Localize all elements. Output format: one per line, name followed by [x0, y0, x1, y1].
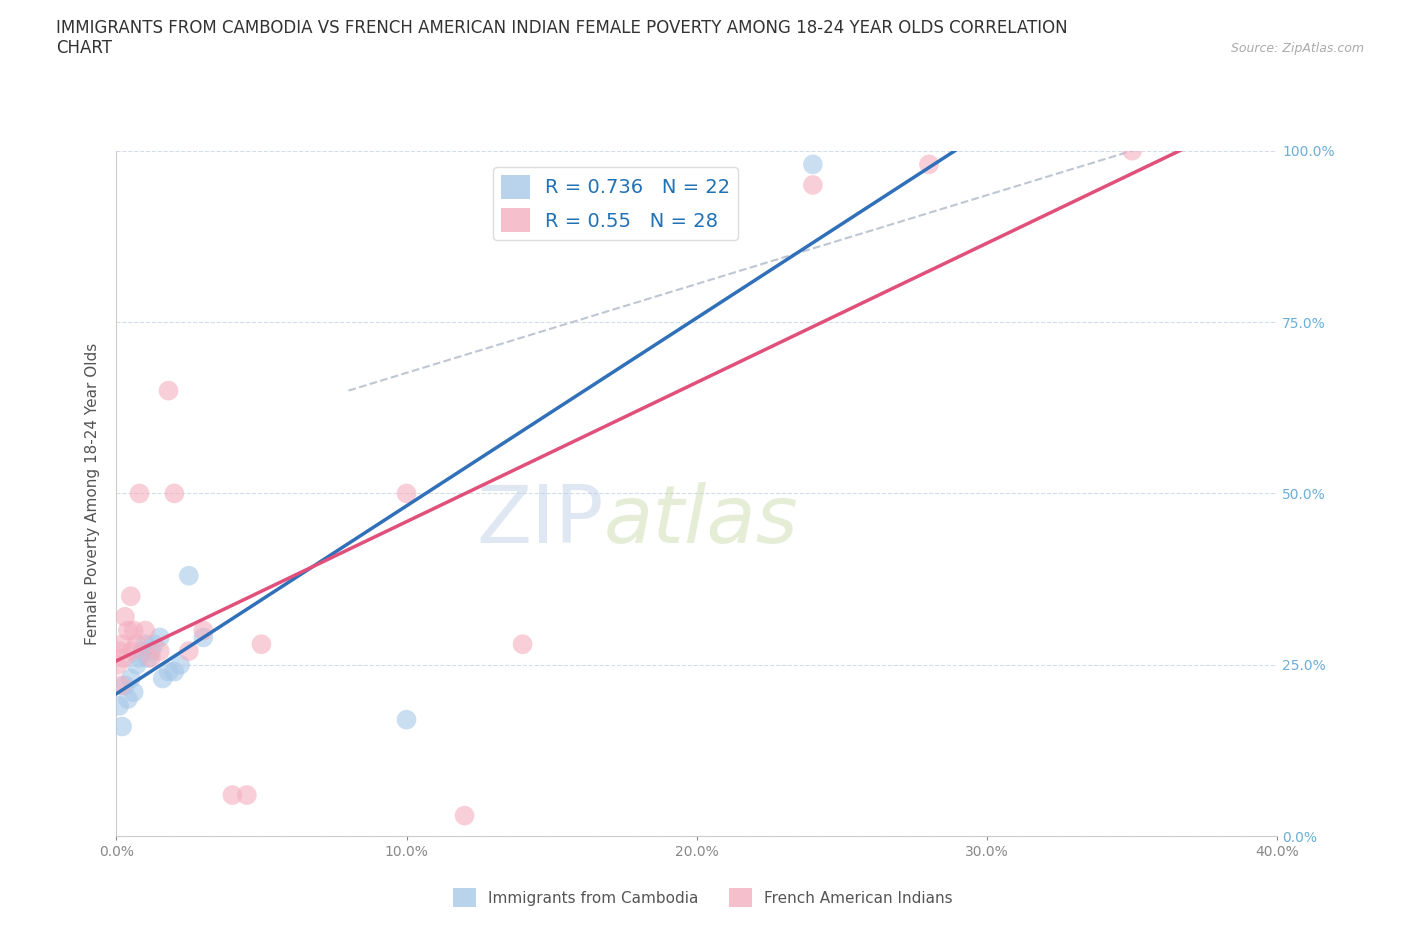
Point	[801, 157, 824, 172]
Point	[107, 658, 129, 672]
Point	[112, 650, 135, 665]
Point	[193, 623, 215, 638]
Point	[125, 658, 148, 672]
Point	[395, 712, 418, 727]
Point	[108, 698, 131, 713]
Point	[114, 609, 136, 624]
Point	[918, 157, 941, 172]
Text: atlas: atlas	[605, 482, 799, 560]
Point	[169, 658, 191, 672]
Point	[117, 692, 139, 707]
Point	[128, 650, 150, 665]
Text: IMMIGRANTS FROM CAMBODIA VS FRENCH AMERICAN INDIAN FEMALE POVERTY AMONG 18-24 YE: IMMIGRANTS FROM CAMBODIA VS FRENCH AMERI…	[56, 19, 1069, 58]
Point	[177, 644, 200, 658]
Point	[122, 684, 145, 699]
Point	[134, 623, 156, 638]
Point	[117, 623, 139, 638]
Point	[801, 178, 824, 193]
Point	[125, 637, 148, 652]
Point	[143, 637, 166, 652]
Text: Source: ZipAtlas.com: Source: ZipAtlas.com	[1230, 42, 1364, 55]
Point	[111, 637, 134, 652]
Point	[122, 623, 145, 638]
Point	[250, 637, 273, 652]
Point	[221, 788, 243, 803]
Point	[111, 719, 134, 734]
Point	[121, 644, 143, 658]
Text: ZIP: ZIP	[477, 482, 605, 560]
Point	[512, 637, 534, 652]
Legend: R = 0.736   N = 22, R = 0.55   N = 28: R = 0.736 N = 22, R = 0.55 N = 28	[492, 167, 738, 240]
Point	[149, 644, 172, 658]
Point	[152, 671, 174, 686]
Y-axis label: Female Poverty Among 18-24 Year Olds: Female Poverty Among 18-24 Year Olds	[86, 342, 100, 644]
Point	[131, 644, 153, 658]
Point	[453, 808, 475, 823]
Point	[163, 486, 186, 501]
Point	[134, 637, 156, 652]
Point	[157, 383, 180, 398]
Point	[128, 486, 150, 501]
Point	[120, 671, 142, 686]
Point	[163, 664, 186, 679]
Point	[110, 678, 132, 693]
Point	[114, 678, 136, 693]
Point	[108, 644, 131, 658]
Point	[236, 788, 259, 803]
Point	[1121, 143, 1143, 158]
Point	[139, 650, 162, 665]
Point	[157, 664, 180, 679]
Point	[139, 644, 162, 658]
Point	[177, 568, 200, 583]
Point	[136, 650, 159, 665]
Point	[395, 486, 418, 501]
Point	[149, 630, 172, 644]
Legend: Immigrants from Cambodia, French American Indians: Immigrants from Cambodia, French America…	[447, 883, 959, 913]
Point	[120, 589, 142, 604]
Point	[193, 630, 215, 644]
